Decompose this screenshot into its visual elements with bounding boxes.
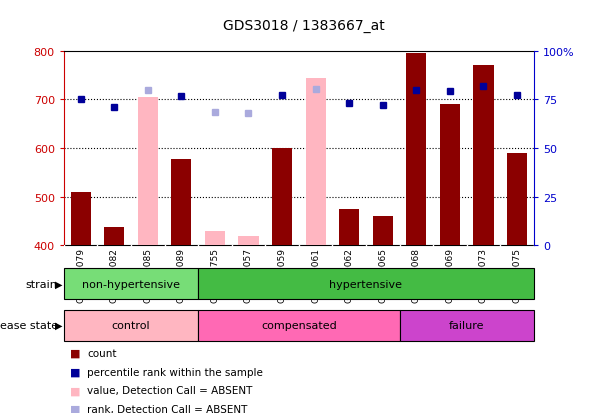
Text: rank, Detection Call = ABSENT: rank, Detection Call = ABSENT xyxy=(87,404,247,413)
Bar xyxy=(507,154,527,246)
Text: ■: ■ xyxy=(70,385,80,395)
Bar xyxy=(137,98,158,246)
Text: GSM180062: GSM180062 xyxy=(345,247,354,302)
Text: ■: ■ xyxy=(70,404,80,413)
Bar xyxy=(440,105,460,246)
Text: GSM180059: GSM180059 xyxy=(277,247,286,302)
Bar xyxy=(306,78,326,246)
Text: GSM180061: GSM180061 xyxy=(311,247,320,302)
Bar xyxy=(171,159,192,246)
FancyBboxPatch shape xyxy=(64,310,198,341)
Text: ■: ■ xyxy=(70,367,80,377)
Text: control: control xyxy=(112,320,150,330)
Text: GDS3018 / 1383667_at: GDS3018 / 1383667_at xyxy=(223,19,385,33)
Text: GSM180079: GSM180079 xyxy=(76,247,85,302)
Text: GSM180085: GSM180085 xyxy=(143,247,152,302)
Text: ▶: ▶ xyxy=(55,320,63,330)
Bar xyxy=(373,216,393,246)
Text: GSM180068: GSM180068 xyxy=(412,247,421,302)
Bar xyxy=(205,231,225,246)
Text: GSM180065: GSM180065 xyxy=(378,247,387,302)
Bar xyxy=(474,66,494,246)
Bar xyxy=(238,236,258,246)
Text: GSM180069: GSM180069 xyxy=(446,247,454,302)
Text: GSM180089: GSM180089 xyxy=(177,247,186,302)
Text: value, Detection Call = ABSENT: value, Detection Call = ABSENT xyxy=(87,385,252,395)
Bar xyxy=(272,149,292,246)
Bar xyxy=(104,227,124,246)
Text: GSM178755: GSM178755 xyxy=(210,247,219,302)
Bar xyxy=(339,209,359,246)
Text: non-hypertensive: non-hypertensive xyxy=(82,279,180,289)
Text: GSM180057: GSM180057 xyxy=(244,247,253,302)
Text: ▶: ▶ xyxy=(55,279,63,289)
Text: hypertensive: hypertensive xyxy=(330,279,402,289)
FancyBboxPatch shape xyxy=(198,268,534,299)
Bar xyxy=(71,192,91,246)
Text: ■: ■ xyxy=(70,348,80,358)
Text: count: count xyxy=(87,348,117,358)
Bar xyxy=(406,54,426,246)
Text: failure: failure xyxy=(449,320,485,330)
Text: GSM180082: GSM180082 xyxy=(109,247,119,302)
Text: strain: strain xyxy=(26,279,58,289)
Text: disease state: disease state xyxy=(0,320,58,330)
Text: GSM180075: GSM180075 xyxy=(513,247,522,302)
FancyBboxPatch shape xyxy=(399,310,534,341)
Text: GSM180073: GSM180073 xyxy=(479,247,488,302)
FancyBboxPatch shape xyxy=(198,310,399,341)
Text: compensated: compensated xyxy=(261,320,337,330)
FancyBboxPatch shape xyxy=(64,268,198,299)
Text: percentile rank within the sample: percentile rank within the sample xyxy=(87,367,263,377)
